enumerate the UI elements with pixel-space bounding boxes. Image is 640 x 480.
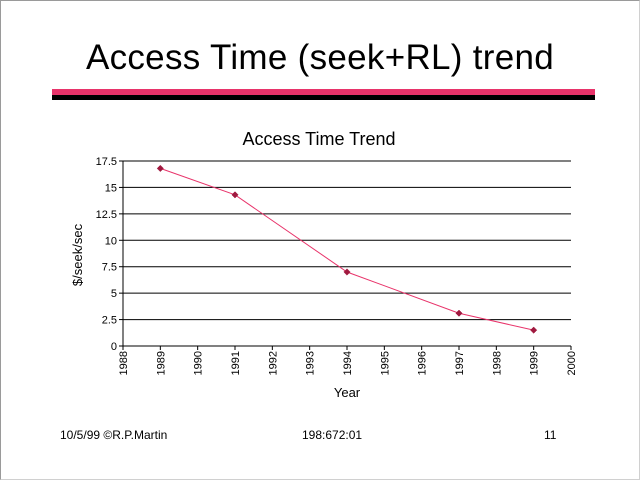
title-underline-black <box>52 95 595 100</box>
y-tick-label: 5 <box>111 288 117 300</box>
grid-lines <box>123 160 571 321</box>
data-point-marker <box>455 309 463 317</box>
chart-title: Access Time Trend <box>242 129 395 149</box>
x-tick-label: 1988 <box>118 351 130 375</box>
data-point-marker <box>156 164 164 172</box>
x-tick-label: 1998 <box>491 351 503 375</box>
x-tick-label: 1999 <box>529 351 541 375</box>
y-tick-label: 12.5 <box>96 209 117 221</box>
title-underline-red <box>52 89 595 95</box>
y-tick-label: 7.5 <box>102 262 117 274</box>
y-tick-label: 15 <box>105 182 117 194</box>
series-group <box>156 164 538 334</box>
x-tick-label: 1995 <box>379 351 391 375</box>
x-tick-label: 1994 <box>342 351 354 375</box>
y-tick-labels: 0 2.5 5 7.5 10 12.5 15 17.5 <box>96 156 117 353</box>
data-point-marker <box>231 191 239 199</box>
y-axis-label: $/seek/sec <box>70 223 85 286</box>
x-tick-label: 1993 <box>305 351 317 375</box>
y-tick-label: 2.5 <box>102 315 117 327</box>
footer-date-author: 10/5/99 ©R.P.Martin <box>60 428 168 442</box>
x-tick-label: 1991 <box>230 351 242 375</box>
x-tick-label: 1990 <box>193 351 205 375</box>
x-tick-label: 1997 <box>454 351 466 375</box>
slide-title: Access Time (seek+RL) trend <box>85 38 555 77</box>
x-tick-label: 1989 <box>155 351 167 375</box>
y-tick-label: 17.5 <box>96 156 117 168</box>
x-tick-label: 2000 <box>566 351 578 375</box>
data-point-marker <box>343 268 351 276</box>
footer-course-code: 198:672:01 <box>302 428 363 442</box>
x-axis-label: Year <box>334 385 361 400</box>
y-tick-label: 10 <box>105 235 117 247</box>
data-point-marker <box>530 326 538 334</box>
x-tick-label: 1996 <box>417 351 429 375</box>
axes <box>119 160 572 350</box>
y-tick-label: 0 <box>111 341 117 353</box>
footer-page-number: 11 <box>544 428 557 442</box>
x-tick-labels: 1988 1989 1990 1991 1992 1993 1994 1995 1996 1997… <box>118 351 578 375</box>
x-tick-label: 1992 <box>267 351 279 375</box>
series-line <box>160 167 534 331</box>
